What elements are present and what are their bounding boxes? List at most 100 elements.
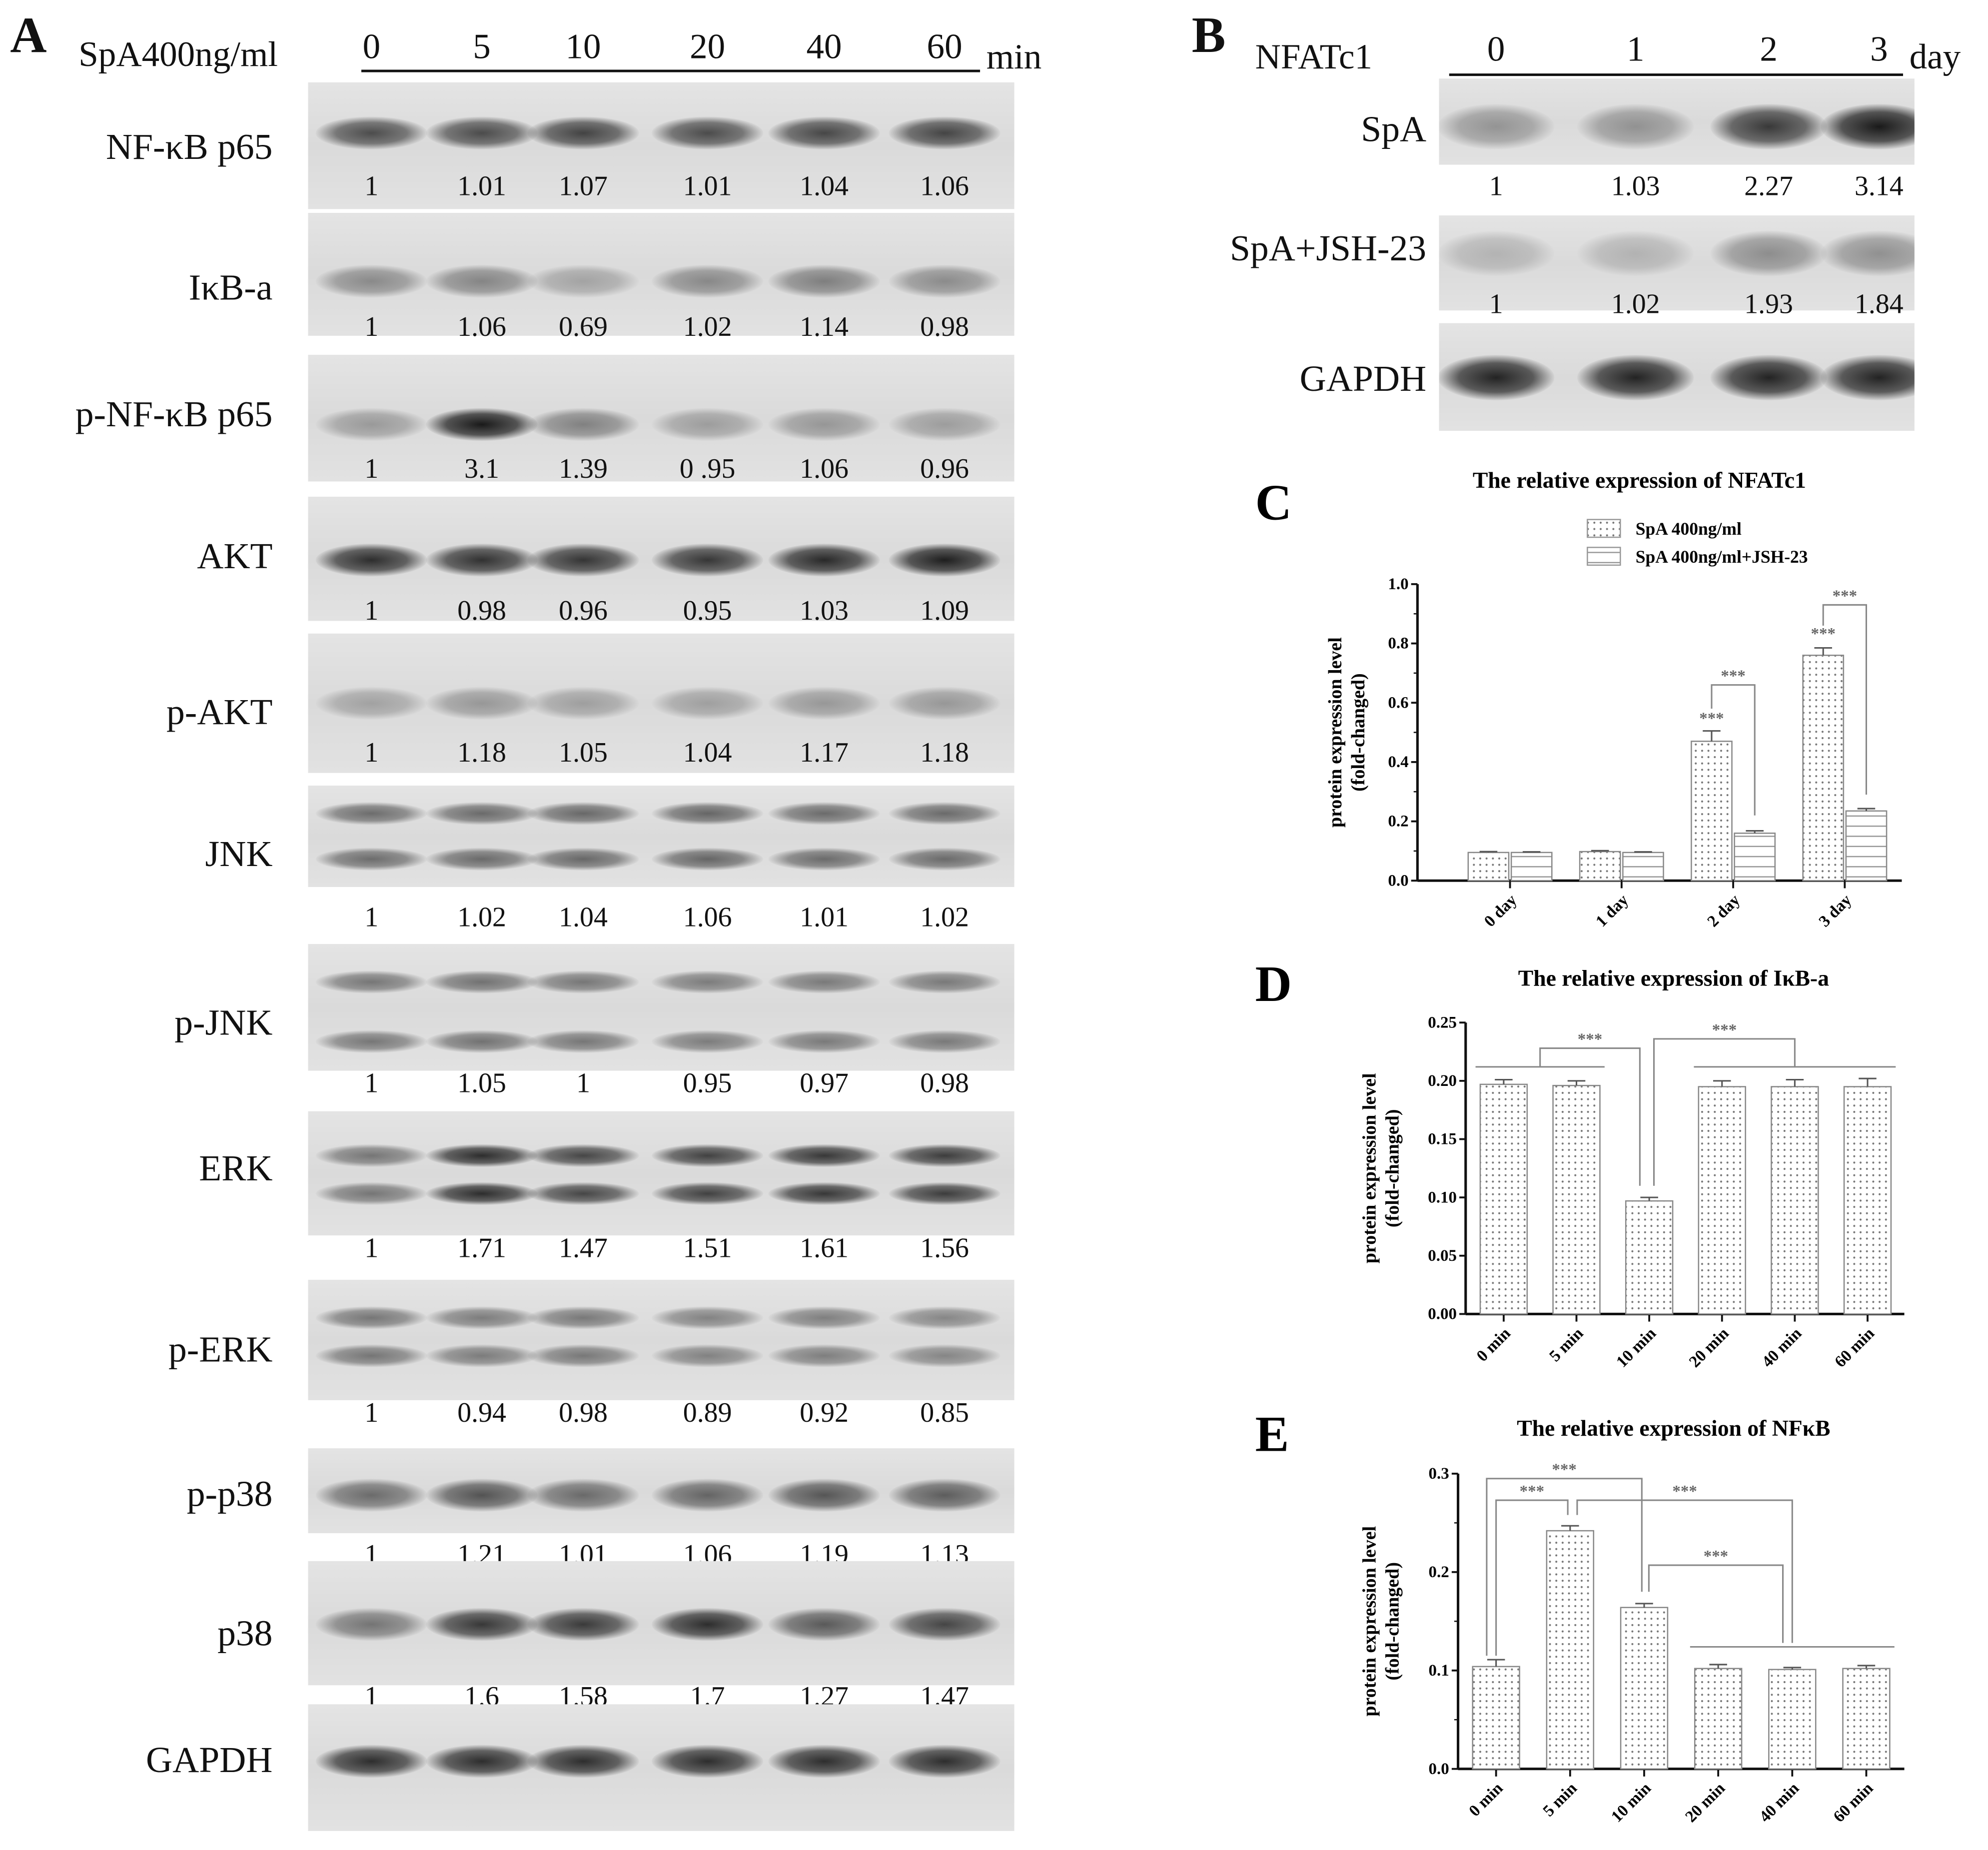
significance-label: *** [1699,710,1724,728]
y-tick-label: 0.1 [1429,1662,1449,1680]
quantification-value: 1 [364,594,379,626]
quantification-value: 1.01 [683,169,732,202]
y-tick-label: 0.25 [1428,1013,1457,1031]
protein-band [652,1306,764,1329]
blot-gapdh [1439,323,1915,431]
blot-p-nf-b-p65 [308,354,1014,482]
quantification-value: 0.98 [920,310,969,342]
protein-band [426,1745,538,1778]
bar [1691,741,1733,882]
quantification-value: 1 [1489,169,1503,202]
quantification-value: 1.14 [800,310,849,342]
bar [1620,1607,1669,1770]
y-tick-label: 0.8 [1388,635,1408,653]
chart-d: D The relative expression of IκB-a protein… [1255,956,1905,1371]
bar [1625,1200,1674,1315]
quantification-value: 1.04 [559,901,608,933]
blot-p-p38 [308,1448,1014,1534]
protein-band [768,970,880,993]
protein-band [527,687,639,720]
protein-band [889,848,1000,871]
protein-band [889,1182,1000,1205]
panel-letter: D [1255,956,1292,1012]
x-tick-label: 20 min [1682,1779,1729,1826]
protein-band [426,1030,538,1053]
quantification-value: 0 .95 [679,452,736,484]
quantification-value: 1 [576,1066,590,1099]
protein-band [768,543,880,577]
bar [1842,1668,1891,1770]
row-label: NF-κB p65 [105,127,273,168]
quantification-value: 0.95 [683,1066,732,1099]
y-tick-label: 0.4 [1388,753,1408,771]
protein-band [315,1479,427,1512]
protein-band [426,802,538,825]
protein-band [426,264,538,298]
protein-band [527,543,639,577]
protein-band [768,1608,880,1641]
protein-band [768,687,880,720]
protein-band [768,1745,880,1778]
quantification-value: 1.56 [920,1231,969,1263]
protein-band [426,1144,538,1167]
protein-band [768,1344,880,1367]
legend-swatch [1587,547,1621,566]
quantification-value: 1 [364,1066,379,1099]
quantification-value: 1 [364,736,379,768]
protein-band [889,1306,1000,1329]
quantification-value: 1.18 [920,736,969,768]
quantification-value: 1.04 [800,169,849,202]
y-axis-label-line: protein expression level [1359,1526,1380,1717]
y-axis-label: protein expression level (fold-changed) [1359,1526,1403,1717]
lane-label: 20 [690,27,726,67]
quantification-value: 1.02 [457,901,506,933]
significance-label: *** [1811,625,1835,643]
quantification-value: 1 [364,1231,379,1263]
protein-band [889,543,1000,577]
quantification-value: 1.01 [457,169,506,202]
lane-label: 5 [473,27,491,67]
protein-band [1710,354,1827,401]
protein-band [889,116,1000,150]
protein-band [1821,230,1915,276]
protein-band [527,264,639,298]
protein-band [315,687,427,720]
quantification-value: 1.61 [800,1231,849,1263]
bar [1802,655,1845,882]
protein-band [889,802,1000,825]
protein-band [889,687,1000,720]
protein-band [1710,103,1827,150]
row-label: AKT [197,536,273,577]
protein-band [889,1030,1000,1053]
protein-band [315,802,427,825]
row-label: SpA+JSH-23 [1230,228,1427,269]
protein-band [315,1144,427,1167]
x-tick-label: 20 min [1686,1324,1732,1371]
significance-bracket [1539,1047,1641,1186]
panel-b-letter: B [1191,6,1226,63]
protein-band [315,1306,427,1329]
protein-band [527,116,639,150]
protein-band [527,802,639,825]
quantification-value: 1.02 [1611,287,1660,319]
quantification-value: 0.96 [559,594,608,626]
row-label: JNK [205,834,273,875]
protein-band [527,1479,639,1512]
quantification-value: 1.05 [559,736,608,768]
bar [1771,1086,1819,1315]
protein-band [1710,230,1827,276]
panel-a-letter: A [10,6,47,63]
protein-band [527,1182,639,1205]
x-tick-label: 2 day [1704,891,1744,931]
protein-band [1439,103,1555,150]
bar [1698,1086,1746,1315]
protein-band [889,264,1000,298]
protein-band [527,848,639,871]
protein-band [652,1182,764,1205]
quantification-value: 1.84 [1854,287,1904,319]
row-label: p-p38 [186,1474,273,1515]
protein-band [768,1182,880,1205]
quantification-value: 3.1 [464,452,499,484]
y-tick-label: 0.0 [1429,1760,1449,1778]
